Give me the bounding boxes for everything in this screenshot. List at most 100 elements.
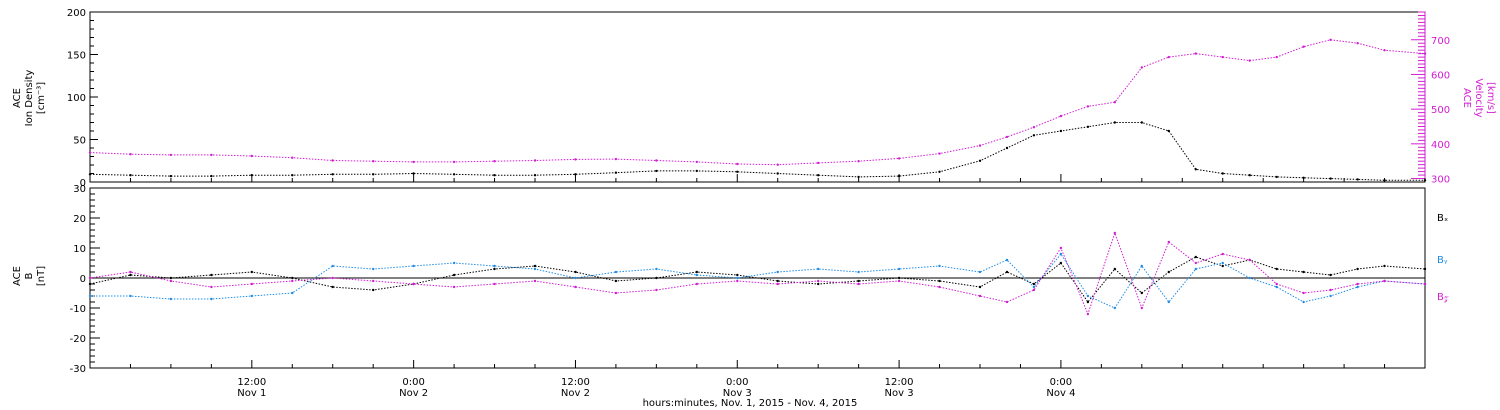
series-by-point <box>169 297 173 301</box>
series-bz-point <box>1005 300 1009 304</box>
series-bz-point <box>1221 252 1224 256</box>
date-tick-label: Nov 4 <box>1046 388 1075 399</box>
density-point <box>817 174 820 177</box>
velocity-point <box>169 153 173 157</box>
series-bz-point <box>1423 282 1427 286</box>
bottom-ylabel-line3: [nT] <box>36 266 47 286</box>
density-point <box>776 172 779 175</box>
series-by-point <box>1275 285 1278 289</box>
velocity-point <box>250 154 253 158</box>
series-by-point <box>412 264 415 268</box>
series-by-point <box>695 273 698 277</box>
density-point <box>1086 125 1090 128</box>
velocity-point <box>1167 55 1171 59</box>
density-point <box>736 170 739 173</box>
series-by-point <box>1005 258 1009 262</box>
top-right-ylabel-line1: ACE <box>1461 88 1472 108</box>
series-bz-point <box>614 291 618 295</box>
series-by-point <box>978 270 982 274</box>
series-bz-point <box>1194 261 1198 265</box>
velocity-point <box>533 159 537 162</box>
series-bx-point <box>776 279 779 283</box>
top-panel: 0 50 100 150 200 300 400 500 600 700 ACE Ion Den… <box>12 8 1496 189</box>
series-by-point <box>1248 276 1251 280</box>
series-bx-point <box>978 285 982 289</box>
series-by-point <box>250 294 253 298</box>
density-point <box>1302 176 1305 179</box>
series-bx-point <box>1329 273 1332 277</box>
series-bx-point <box>372 288 375 292</box>
series-bx-point <box>857 279 860 283</box>
top-right-ylabel-line2: Velocity <box>1473 78 1484 117</box>
velocity-point <box>1356 42 1359 45</box>
top-series <box>88 38 1427 182</box>
time-tick-label: 0:00 <box>1050 377 1072 388</box>
velocity-point <box>1113 101 1117 104</box>
density-point <box>1194 168 1198 171</box>
series-bx-point <box>938 279 941 283</box>
bottom-ylabel-line1: ACE <box>12 266 23 286</box>
series-by-point <box>1302 300 1305 304</box>
series-bz-point <box>1140 306 1144 310</box>
top-left-axis: 0 50 100 150 200 <box>67 8 98 189</box>
density-point <box>331 173 334 176</box>
time-tick-label: 12:00 <box>561 377 590 388</box>
series-bz-point <box>1113 231 1117 235</box>
series-bz-point <box>857 282 860 286</box>
top-left-ylabel-line3: [cm⁻³] <box>36 82 47 114</box>
velocity-point <box>129 153 132 156</box>
series-by-point <box>1086 294 1090 298</box>
series-bx-point <box>1059 261 1063 265</box>
density-tick-label: 100 <box>67 93 86 104</box>
series-by-point <box>1059 252 1063 256</box>
series-bz-point <box>1032 288 1036 292</box>
time-tick-label: 0:00 <box>726 377 748 388</box>
velocity-point <box>372 160 375 163</box>
velocity-point <box>1302 45 1305 48</box>
series-by-point <box>1329 294 1332 298</box>
time-tick-label: 0:00 <box>402 377 424 388</box>
series-bx-point <box>1356 267 1359 271</box>
density-point <box>169 174 173 178</box>
bottom-panel: -30 -20 -10 0 10 20 30 ACE B [nT] Bₓ Bᵧ B𝓏 <box>12 184 1449 375</box>
series-bz-point <box>978 294 982 298</box>
top-right-axis: 300 400 500 600 700 <box>1411 11 1450 186</box>
velocity-point <box>776 163 779 166</box>
density-point <box>1167 129 1171 133</box>
velocity-point <box>1032 126 1036 129</box>
series-bz-line <box>89 231 1426 316</box>
bottom-ylabel-line2: B <box>24 272 35 279</box>
series-bz-point <box>817 279 820 283</box>
series-bx-point <box>452 273 456 277</box>
series-bx-point <box>1167 270 1171 274</box>
density-point <box>695 169 698 173</box>
legend-bx: Bₓ <box>1437 213 1448 224</box>
series-bz-point <box>129 270 132 274</box>
series-bx-point <box>1423 267 1427 271</box>
top-left-ylabel-line2: Ion Density <box>24 70 35 127</box>
series-by-point <box>1113 306 1117 310</box>
density-point <box>452 173 456 176</box>
density-point <box>1005 146 1009 150</box>
series-bx-point <box>1383 264 1386 268</box>
density-point <box>1059 129 1063 133</box>
series-bz-point <box>897 279 901 283</box>
series-bz-point <box>1356 282 1359 286</box>
series-bx-point <box>331 285 334 289</box>
density-point <box>1113 121 1117 124</box>
series-bx-line <box>89 256 1426 303</box>
series-by-point <box>1356 285 1359 289</box>
series-bz-point <box>452 285 456 289</box>
velocity-point <box>1329 38 1332 41</box>
series-by-point <box>1221 261 1224 265</box>
series-by-point <box>493 264 496 268</box>
series-bx-point <box>1194 255 1198 259</box>
series-bx-point <box>291 276 294 280</box>
series-bx-point <box>533 264 537 268</box>
velocity-point <box>978 144 982 147</box>
velocity-point <box>412 160 415 164</box>
series-bx-point <box>1140 291 1144 295</box>
top-right-ylabel-line3: [km/s] <box>1485 82 1496 114</box>
series-bz-point <box>695 282 698 286</box>
